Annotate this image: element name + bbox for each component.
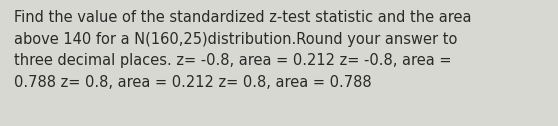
Text: Find the value of the standardized z-test statistic and the area
above 140 for a: Find the value of the standardized z-tes… [14, 10, 472, 90]
